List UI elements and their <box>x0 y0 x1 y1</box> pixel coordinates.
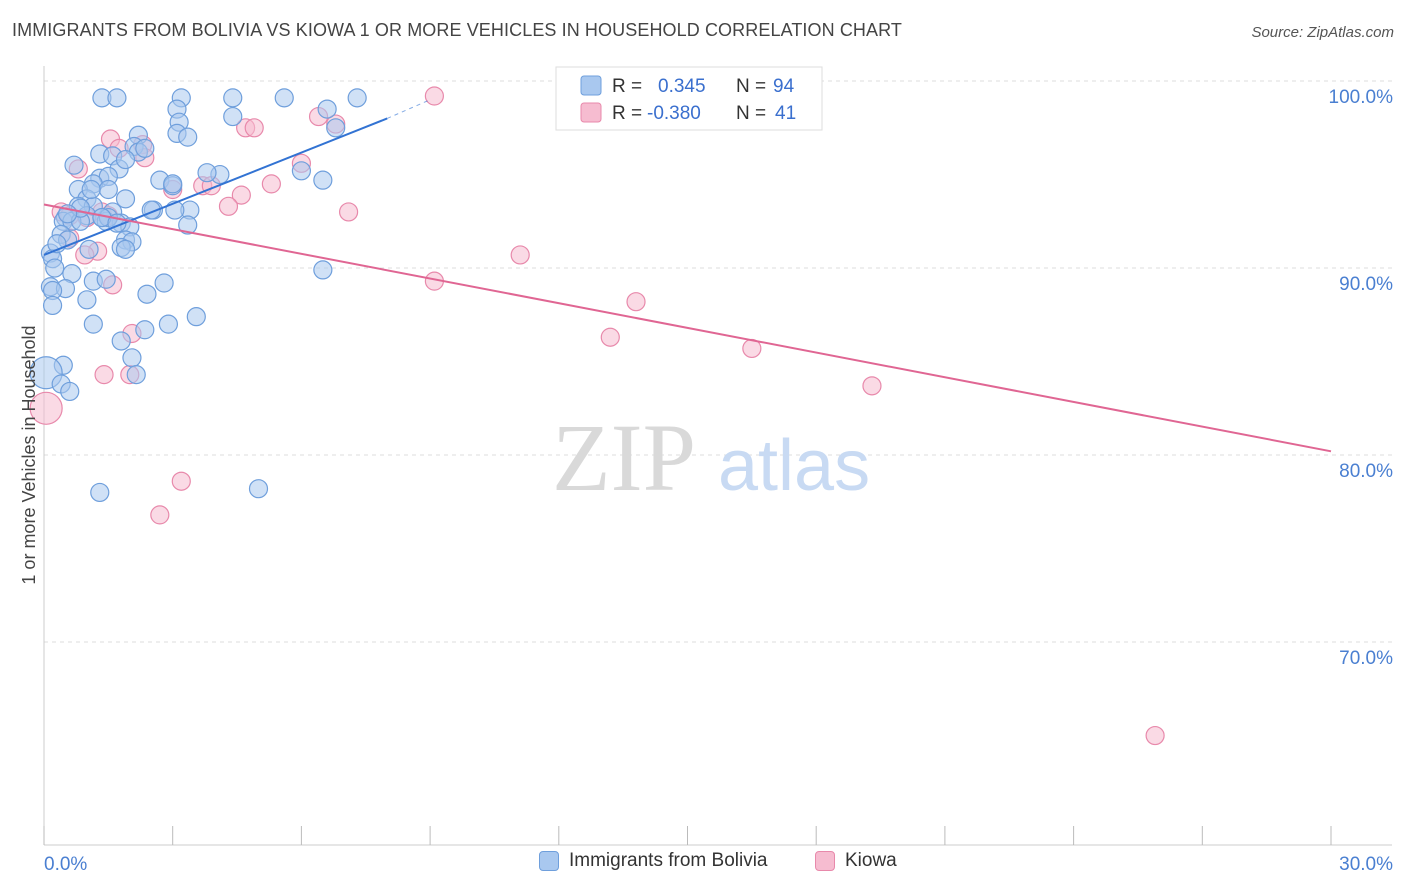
legend-r-value: 0.345 <box>658 76 706 97</box>
legend-swatch-bolivia <box>539 851 559 871</box>
point-kiowa <box>1145 725 1165 746</box>
y-tick-label: 80.0% <box>1339 461 1393 482</box>
point-kiowa <box>338 202 359 222</box>
point-bolivia <box>317 99 337 119</box>
legend-swatch-blue <box>580 75 602 96</box>
point-bolivia <box>111 331 131 351</box>
series-bolivia-points <box>29 88 367 503</box>
axes-layer <box>43 66 1392 846</box>
y-tick-label: 70.0% <box>1339 648 1393 669</box>
trendline-bolivia <box>43 117 388 256</box>
point-bolivia <box>178 127 198 147</box>
watermark-atlas: atlas <box>718 426 870 506</box>
point-bolivia <box>347 88 367 108</box>
point-bolivia <box>126 365 146 385</box>
point-bolivia <box>122 348 142 368</box>
source-credit: Source: ZipAtlas.com <box>1251 24 1394 41</box>
point-kiowa <box>244 118 264 138</box>
point-kiowa <box>29 391 63 425</box>
point-kiowa <box>600 327 620 347</box>
legend-r-label: R = <box>612 76 642 97</box>
point-kiowa <box>261 174 281 194</box>
point-kiowa <box>231 185 251 205</box>
point-bolivia <box>223 88 243 108</box>
point-bolivia <box>98 179 118 200</box>
watermark-zip: ZIP <box>552 404 696 511</box>
legend-label-bolivia: Immigrants from Bolivia <box>569 850 768 871</box>
point-bolivia <box>186 307 206 327</box>
tick-labels: 70.0% 80.0% 90.0% 100.0% 0.0% 30.0% <box>44 87 1393 875</box>
grid-layer <box>44 80 1392 643</box>
point-kiowa <box>150 505 170 525</box>
trendline-kiowa <box>43 203 1332 453</box>
correlation-legend: R = 0.345 N = 94 R = -0.380 N = 41 <box>555 66 823 131</box>
y-axis-label: 1 or more Vehicles in Household <box>19 325 39 584</box>
legend-n-label: N = <box>736 76 766 97</box>
chart-title: IMMIGRANTS FROM BOLIVIA VS KIOWA 1 OR MO… <box>12 20 903 40</box>
bottom-legend: Immigrants from Bolivia Kiowa <box>0 850 1406 880</box>
x-tick-label: 0.0% <box>44 854 87 875</box>
point-bolivia <box>79 239 99 259</box>
point-bolivia <box>115 239 136 259</box>
point-kiowa <box>862 376 882 396</box>
point-bolivia <box>158 314 179 334</box>
point-bolivia <box>197 163 217 183</box>
trend-lines <box>43 99 1332 453</box>
x-tick-label: 30.0% <box>1339 854 1393 875</box>
point-bolivia <box>274 88 294 108</box>
point-bolivia <box>154 273 174 293</box>
point-bolivia <box>115 189 136 209</box>
point-bolivia <box>163 174 183 194</box>
point-bolivia <box>81 179 101 200</box>
legend-n-value: 94 <box>773 76 795 97</box>
point-kiowa <box>218 196 239 216</box>
legend-r-label: R = <box>612 103 642 124</box>
y-tick-label: 100.0% <box>1329 87 1394 108</box>
point-bolivia <box>326 118 346 138</box>
point-bolivia <box>313 170 333 190</box>
y-tick-label: 90.0% <box>1339 274 1393 295</box>
point-bolivia <box>135 320 155 340</box>
point-bolivia <box>42 295 63 316</box>
legend-label-kiowa: Kiowa <box>845 850 897 871</box>
point-bolivia <box>96 269 116 289</box>
trendline-bolivia-extension <box>387 99 431 119</box>
point-bolivia <box>135 138 155 158</box>
point-bolivia <box>115 149 136 170</box>
point-bolivia <box>60 381 80 402</box>
legend-n-value: 41 <box>775 103 796 124</box>
point-bolivia <box>77 290 97 310</box>
point-bolivia <box>178 215 198 235</box>
point-bolivia <box>83 314 103 334</box>
legend-swatch-pink <box>580 102 602 123</box>
point-bolivia <box>90 482 110 503</box>
legend-item-kiowa: Kiowa <box>815 850 897 872</box>
point-kiowa <box>626 292 646 312</box>
point-bolivia <box>291 161 311 181</box>
legend-r-value: -0.380 <box>647 103 701 124</box>
point-kiowa <box>424 86 444 106</box>
point-kiowa <box>94 365 114 385</box>
legend-item-bolivia: Immigrants from Bolivia <box>539 850 768 872</box>
point-kiowa <box>171 471 191 491</box>
point-bolivia <box>107 88 127 108</box>
point-bolivia <box>45 258 65 278</box>
point-bolivia <box>223 106 243 127</box>
point-bolivia <box>64 155 84 175</box>
point-bolivia <box>313 260 333 280</box>
point-bolivia <box>137 284 157 304</box>
point-kiowa <box>510 245 530 265</box>
legend-swatch-kiowa <box>815 851 835 871</box>
legend-n-label: N = <box>736 103 766 124</box>
point-bolivia <box>248 479 269 499</box>
